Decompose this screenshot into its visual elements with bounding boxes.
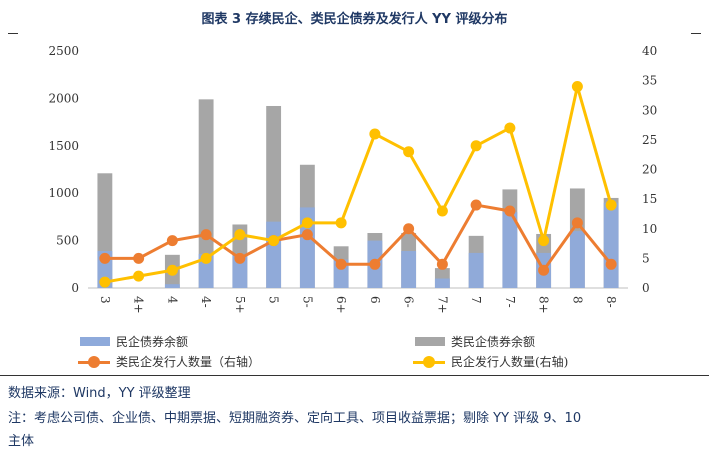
source-separator [0, 375, 709, 376]
quasi-issuers-point [301, 229, 313, 241]
legend-swatch-quasi-private-bond [415, 337, 445, 346]
legend-label-private-bond: 民企债券余额 [116, 335, 189, 349]
legend-item-private-bond: 民企债券余额 [80, 333, 188, 350]
private-issuers-point [571, 81, 583, 93]
private-issuers-point [99, 276, 111, 288]
private-issuers-point [335, 217, 347, 229]
quasi-issuers-point [504, 205, 516, 217]
bar-quasi-private-bond [198, 99, 214, 289]
legend-item-private-issuers: 民企发行人数量(右轴) [413, 353, 568, 370]
bar-private-bond [434, 278, 450, 288]
y-right-tick-label: 35 [642, 74, 657, 88]
private-issuers-point [200, 252, 212, 264]
private-issuers-point [133, 270, 145, 282]
x-tick-label: 8- [604, 296, 618, 308]
quasi-issuers-line [104, 203, 613, 272]
y-left-tick-label: 1500 [48, 139, 79, 153]
legend-item-quasi-private-bond: 类民企债券余额 [415, 333, 535, 350]
private-issuers-point [436, 205, 448, 217]
x-tick-label: 3 [98, 296, 112, 304]
x-tick-label: 5- [300, 296, 314, 308]
header-rule-left [8, 33, 18, 34]
x-tick-label: 4+ [132, 296, 146, 314]
x-tick-label: 6- [402, 296, 416, 308]
private-issuers-point [605, 199, 617, 211]
x-tick-label: 8 [570, 296, 584, 304]
bar-private-bond [266, 221, 282, 288]
footnote-line-2: 主体 [8, 434, 35, 449]
quasi-issuers-point [605, 258, 617, 270]
bar-private-bond [232, 254, 248, 288]
y-right-tick-label: 25 [642, 133, 657, 147]
private-issuers-point [268, 235, 280, 247]
header-rule-right [691, 33, 701, 34]
legend-swatch-quasi-issuers [78, 355, 110, 368]
chart-title: 图表 3 存续民企、类民企债券及发行人 YY 评级分布 [201, 12, 508, 27]
legend-label-private-issuers: 民企发行人数量(右轴) [451, 355, 569, 369]
y-right-tick-label: 5 [642, 251, 650, 265]
x-tick-label: 4- [199, 296, 213, 308]
y-left-tick-label: 500 [56, 234, 79, 248]
y-right-tick-label: 40 [642, 44, 657, 58]
y-left-tick-label: 2000 [48, 91, 79, 105]
y-left-tick-label: 2500 [48, 44, 79, 58]
x-tick-label: 6 [368, 296, 382, 304]
private-issuers-point [301, 217, 313, 229]
bar-private-bond [603, 202, 619, 288]
source-note: 数据来源：Wind，YY 评级整理 [8, 386, 191, 401]
legend-item-quasi-issuers: 类民企发行人数量（右轴） [78, 353, 260, 370]
private-issuers-point [234, 229, 246, 241]
bar-private-bond [401, 251, 417, 288]
y-right-tick-label: 10 [642, 222, 657, 236]
x-tick-label: 4 [165, 296, 179, 304]
x-tick-label: 7- [503, 296, 517, 308]
chart-legend: 民企债券余额 类民企债券余额 类民企发行人数量（右轴） 民企发行人数量(右轴) [0, 330, 709, 374]
y-right-tick-label: 30 [642, 103, 657, 117]
y-left-tick-label: 0 [71, 281, 79, 295]
bar-private-bond [164, 284, 180, 288]
private-issuers-point [504, 122, 516, 134]
x-tick-label: 7+ [435, 296, 449, 314]
x-tick-label: 6+ [334, 296, 348, 314]
quasi-issuers-point [133, 252, 145, 264]
quasi-issuers-point [369, 258, 381, 270]
private-issuers-point [538, 235, 550, 247]
quasi-issuers-point [403, 223, 415, 235]
quasi-issuers-point [166, 235, 178, 247]
legend-swatch-private-bond [80, 337, 110, 346]
bar-private-bond [299, 207, 315, 288]
private-issuers-point [369, 128, 381, 140]
quasi-issuers-point [571, 217, 583, 229]
quasi-issuers-point [99, 252, 111, 264]
private-issuers-point [403, 146, 415, 158]
combo-chart: 0 500 1000 1500 2000 2500 0 5 10 15 20 25 30 35 40 3 4+ 4… [48, 44, 657, 314]
y-right-tick-label: 15 [642, 192, 657, 206]
x-tick-label: 8+ [537, 296, 551, 314]
legend-label-quasi-issuers: 类民企发行人数量（右轴） [116, 355, 261, 369]
quasi-issuers-point [234, 252, 246, 264]
y-right-tick-label: 20 [642, 163, 657, 177]
quasi-issuers-point [200, 229, 212, 241]
private-issuers-point [166, 264, 178, 276]
private-issuers-line [104, 85, 613, 284]
quasi-issuers-point [470, 199, 482, 211]
bar-private-bond [468, 252, 484, 288]
bar-private-bond [569, 231, 585, 288]
y-right-tick-label: 0 [642, 281, 650, 295]
y-left-tick-label: 1000 [48, 186, 79, 200]
legend-label-quasi-private-bond: 类民企债券余额 [451, 335, 536, 349]
x-tick-label: 7 [469, 296, 483, 304]
quasi-issuers-point [335, 258, 347, 270]
x-tick-label: 5 [267, 296, 281, 304]
quasi-issuers-point [538, 264, 550, 276]
footnote-line-1: 注：考虑公司债、企业债、中期票据、短期融资券、定向工具、项目收益票据；剔除 YY… [8, 411, 582, 426]
quasi-issuers-point [436, 258, 448, 270]
bar-private-bond [502, 212, 518, 288]
x-tick-label: 5+ [233, 296, 247, 314]
private-issuers-point [470, 140, 482, 152]
legend-swatch-private-issuers [413, 355, 445, 368]
